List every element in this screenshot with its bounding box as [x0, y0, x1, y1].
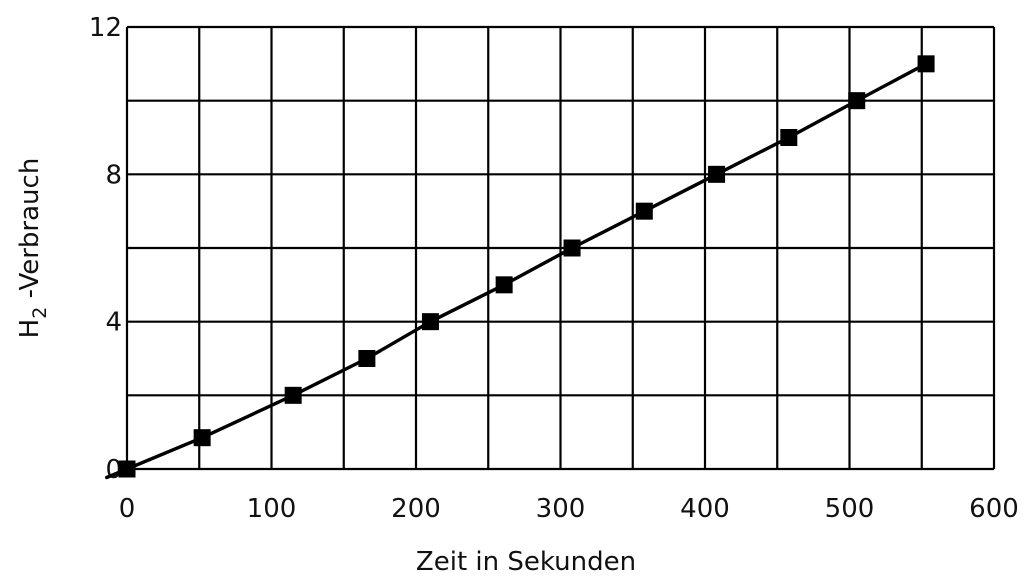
data-point-5	[495, 276, 513, 294]
data-point-11	[917, 55, 935, 73]
data-point-9	[780, 129, 798, 146]
data-point-4	[421, 313, 439, 331]
x-tick-label-100: 100	[247, 494, 297, 524]
y-axis-title: H2 -Verbrauch	[15, 158, 51, 339]
series-line-0	[105, 62, 928, 480]
x-tick-label-200: 200	[391, 494, 441, 524]
x-tick-label-600: 600	[969, 494, 1019, 524]
x-tick-label-0: 0	[119, 494, 136, 524]
y-tick-label-12: 12	[89, 13, 122, 43]
x-tick-labels: 0 100 200 300 400 500 600	[119, 494, 1019, 524]
data-point-2	[284, 386, 302, 404]
data-point-6	[563, 239, 581, 257]
data-point-0	[118, 460, 136, 478]
y-tick-label-8: 8	[105, 160, 122, 190]
x-axis-title: Zeit in Sekunden	[416, 547, 636, 576]
x-tick-label-500: 500	[825, 494, 875, 524]
y-axis-title-subscript: 2	[29, 307, 51, 319]
data-point-1	[193, 429, 211, 447]
data-point-10	[848, 92, 866, 110]
x-tick-label-400: 400	[680, 494, 730, 524]
data-point-7	[635, 202, 653, 220]
y-tick-label-4: 4	[105, 308, 122, 338]
series-group	[105, 55, 935, 480]
data-point-3	[358, 350, 376, 367]
data-point-8	[708, 165, 726, 183]
y-axis-title-main: H	[15, 319, 45, 339]
x-tick-label-300: 300	[536, 494, 586, 524]
y-axis-title-rest: -Verbrauch	[15, 158, 45, 307]
